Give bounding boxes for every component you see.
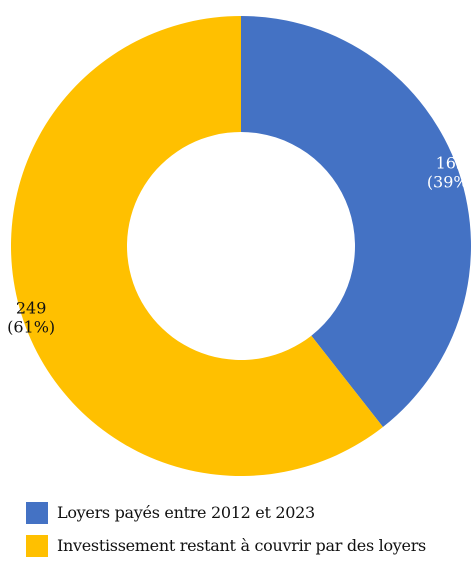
donut-slice-investissement-restant-a-couvrir-par-des-loyers <box>10 16 383 477</box>
donut-chart: 162(39%) 249(61%) <box>7 16 472 477</box>
data-labels: 162(39%) 249(61%) <box>7 154 472 337</box>
data-label-percent-investissement-restant-a-couvrir-par-des-loyers: (61%) <box>7 317 55 336</box>
legend-item-loyers-payes: Loyers payés entre 2012 et 2023 <box>26 502 472 524</box>
legend-swatch-investissement-restant <box>26 535 48 557</box>
donut-slices <box>10 16 471 477</box>
legend: Loyers payés entre 2012 et 2023 Investis… <box>26 502 472 568</box>
legend-swatch-loyers-payes <box>26 502 48 524</box>
legend-label-investissement-restant: Investissement restant à couvrir par des… <box>57 536 426 555</box>
legend-item-investissement-restant: Investissement restant à couvrir par des… <box>26 535 472 557</box>
data-label-value-loyers-payes-entre-2012-et-2023: 162 <box>436 154 467 173</box>
data-label-percent-loyers-payes-entre-2012-et-2023: (39%) <box>427 173 472 192</box>
data-label-value-investissement-restant-a-couvrir-par-des-loyers: 249 <box>16 298 47 317</box>
legend-label-loyers-payes: Loyers payés entre 2012 et 2023 <box>57 503 315 522</box>
donut-slice-loyers-payes-entre-2012-et-2023 <box>241 16 471 427</box>
